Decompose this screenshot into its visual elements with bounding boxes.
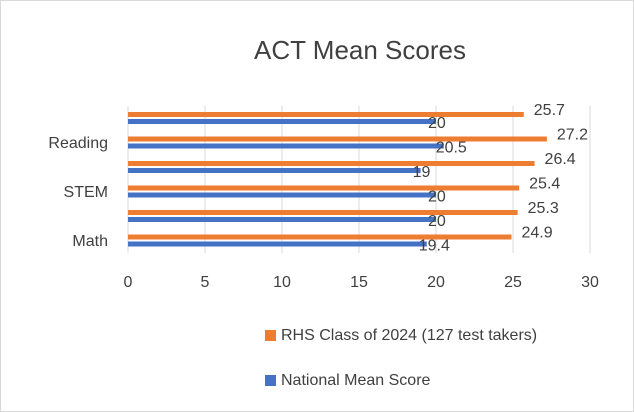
bar bbox=[128, 192, 436, 198]
legend-label: RHS Class of 2024 (127 test takers) bbox=[281, 327, 537, 344]
bar bbox=[128, 185, 520, 191]
data-label: 20 bbox=[428, 115, 446, 132]
bar bbox=[128, 161, 535, 166]
data-label: 27.2 bbox=[557, 127, 588, 144]
x-tick-label: 10 bbox=[273, 274, 291, 291]
legend-label: National Mean Score bbox=[281, 372, 431, 389]
legend-swatch bbox=[265, 330, 276, 341]
x-tick-label: 15 bbox=[350, 274, 368, 291]
legend-swatch bbox=[265, 375, 276, 386]
data-label: 20.5 bbox=[436, 140, 467, 157]
bar bbox=[128, 241, 427, 247]
x-tick-label: 25 bbox=[504, 274, 522, 291]
bar bbox=[128, 234, 512, 240]
data-label: 24.9 bbox=[521, 225, 552, 242]
bar bbox=[128, 143, 444, 149]
x-tick-label: 0 bbox=[124, 274, 133, 291]
y-tick-label: Reading bbox=[48, 135, 108, 152]
bar bbox=[128, 136, 547, 142]
bar bbox=[128, 210, 518, 215]
data-label: 19 bbox=[413, 164, 431, 181]
x-tick-label: 5 bbox=[201, 274, 210, 291]
data-label: 25.4 bbox=[529, 176, 560, 193]
y-tick-label: STEM bbox=[64, 184, 108, 201]
x-tick-label: 30 bbox=[581, 274, 599, 291]
data-label: 20 bbox=[428, 213, 446, 230]
chart-title: ACT Mean Scores bbox=[254, 35, 466, 65]
data-label: 25.7 bbox=[534, 102, 565, 119]
x-tick-label: 20 bbox=[427, 274, 445, 291]
bar bbox=[128, 168, 421, 173]
data-label: 20 bbox=[428, 189, 446, 206]
data-label: 25.3 bbox=[528, 200, 559, 217]
y-tick-label: Math bbox=[72, 233, 108, 250]
bar bbox=[128, 217, 436, 222]
data-label: 19.4 bbox=[419, 238, 450, 255]
bar bbox=[128, 112, 524, 117]
bar bbox=[128, 119, 436, 124]
data-label: 26.4 bbox=[545, 151, 576, 168]
